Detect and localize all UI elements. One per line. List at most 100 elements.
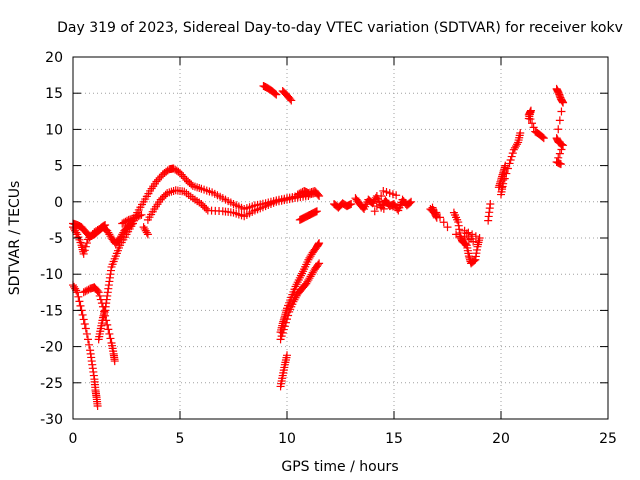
data-point bbox=[106, 334, 115, 343]
x-tick-label: 20 bbox=[492, 431, 510, 447]
y-tick-label: -10 bbox=[40, 267, 63, 283]
data-point bbox=[315, 259, 324, 268]
data-point bbox=[555, 116, 564, 125]
data-point bbox=[79, 315, 88, 324]
y-tick-label: 0 bbox=[54, 195, 63, 211]
data-point bbox=[280, 322, 289, 331]
data-point bbox=[508, 149, 517, 158]
grid-layer bbox=[73, 57, 608, 419]
series-arc-j bbox=[278, 87, 296, 105]
data-point bbox=[513, 140, 522, 149]
data-point bbox=[528, 119, 537, 128]
data-point bbox=[557, 145, 566, 154]
data-point bbox=[103, 320, 112, 329]
data-point bbox=[503, 164, 512, 173]
data-point bbox=[284, 311, 293, 320]
tick-layer: 0 5 10 15 20 25 -30 -25 -20 -15 -10 -5 0 5 10 15 20 bbox=[40, 50, 617, 447]
data-point bbox=[486, 199, 495, 208]
x-tick-label: 15 bbox=[385, 431, 403, 447]
series-arc-c bbox=[69, 281, 102, 410]
data-point bbox=[456, 232, 465, 241]
data-point bbox=[93, 401, 102, 410]
data-point bbox=[143, 230, 152, 239]
data-point bbox=[529, 123, 538, 132]
series-arc-b bbox=[69, 220, 110, 258]
y-tick-label: 20 bbox=[45, 50, 63, 66]
x-tick-label: 5 bbox=[176, 431, 185, 447]
series-arc-v bbox=[524, 106, 548, 143]
data-point bbox=[81, 324, 90, 333]
data-point bbox=[388, 202, 397, 211]
data-point bbox=[557, 107, 566, 116]
data-layer bbox=[69, 81, 568, 410]
data-point bbox=[432, 208, 441, 217]
data-point bbox=[82, 239, 91, 248]
data-point bbox=[372, 202, 381, 211]
series-arc-g bbox=[118, 210, 146, 228]
data-point bbox=[105, 329, 114, 338]
data-point bbox=[104, 325, 113, 334]
data-point bbox=[370, 207, 379, 216]
data-point bbox=[392, 191, 401, 200]
series-arc-s bbox=[449, 208, 484, 268]
y-tick-label: 10 bbox=[45, 122, 63, 138]
data-point bbox=[516, 129, 525, 138]
data-point bbox=[314, 190, 323, 199]
data-point bbox=[407, 197, 416, 206]
data-point bbox=[464, 235, 473, 244]
data-point bbox=[101, 220, 110, 229]
data-point bbox=[72, 286, 81, 295]
series-arc-l bbox=[276, 259, 324, 344]
data-point bbox=[524, 110, 533, 119]
series-arc-w bbox=[552, 84, 568, 169]
data-point bbox=[506, 155, 515, 164]
data-point bbox=[85, 340, 94, 349]
data-point bbox=[475, 234, 484, 242]
data-point bbox=[439, 218, 448, 227]
data-point bbox=[312, 207, 321, 216]
data-point bbox=[74, 292, 83, 301]
data-point bbox=[436, 213, 445, 222]
data-point bbox=[470, 256, 479, 265]
data-point bbox=[452, 230, 461, 239]
data-point bbox=[286, 95, 295, 104]
y-tick-label: -5 bbox=[49, 231, 63, 247]
x-tick-label: 0 bbox=[69, 431, 78, 447]
data-point bbox=[314, 260, 323, 269]
data-point bbox=[79, 249, 88, 258]
data-point bbox=[554, 125, 563, 134]
data-point bbox=[135, 211, 144, 220]
data-point bbox=[315, 239, 324, 248]
data-point bbox=[471, 232, 480, 241]
series-arc-t bbox=[484, 199, 495, 225]
series-arc-n bbox=[295, 207, 321, 224]
data-point bbox=[271, 89, 280, 98]
data-point bbox=[406, 198, 415, 207]
data-point bbox=[202, 204, 211, 213]
data-point bbox=[526, 115, 535, 124]
data-point bbox=[556, 160, 565, 169]
data-point bbox=[500, 174, 509, 183]
series-arc-i bbox=[259, 81, 281, 99]
chart-title: Day 319 of 2023, Sidereal Day-to-day VTE… bbox=[57, 20, 623, 36]
series-arc-h bbox=[139, 223, 152, 239]
data-point bbox=[72, 228, 81, 237]
data-point bbox=[80, 319, 89, 328]
data-point bbox=[100, 221, 109, 230]
data-point bbox=[76, 301, 85, 310]
data-point bbox=[460, 234, 469, 242]
data-point bbox=[142, 228, 151, 237]
y-tick-label: 15 bbox=[45, 86, 63, 102]
data-point bbox=[499, 179, 508, 188]
data-point bbox=[539, 134, 548, 143]
data-point bbox=[347, 199, 356, 208]
data-point bbox=[137, 210, 146, 219]
data-point bbox=[94, 288, 103, 297]
data-point bbox=[315, 192, 324, 201]
y-axis-label: SDTVAR / TECUs bbox=[7, 181, 23, 296]
data-point bbox=[80, 246, 89, 255]
y-tick-label: -15 bbox=[40, 303, 63, 319]
y-tick-label: -30 bbox=[40, 412, 63, 428]
